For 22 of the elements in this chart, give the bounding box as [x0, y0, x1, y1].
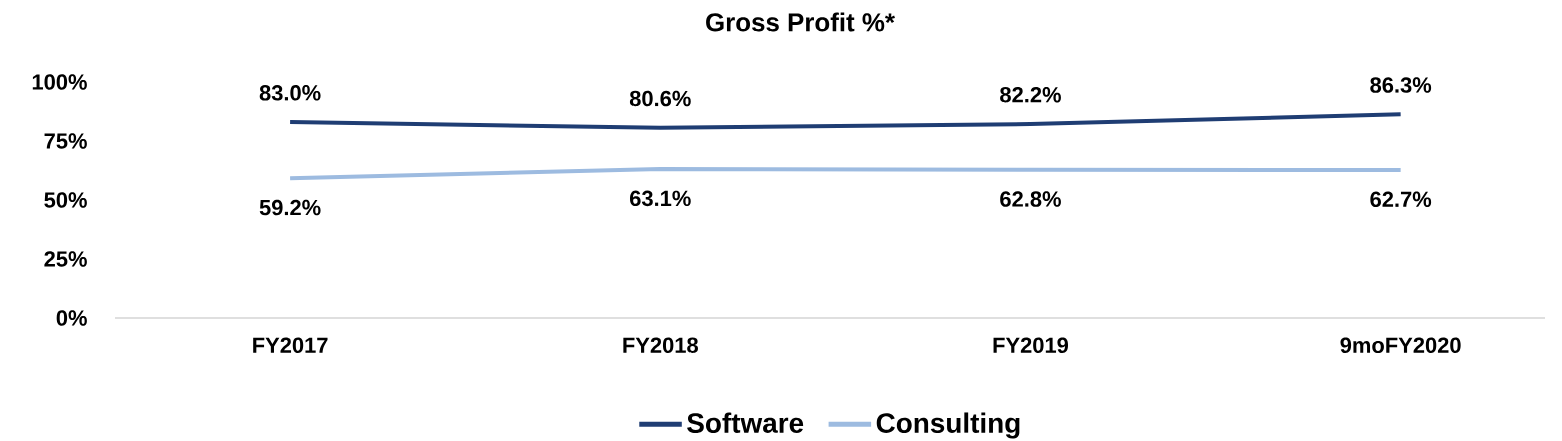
x-tick-label: 9moFY2020	[1340, 337, 1461, 354]
line-series	[288, 112, 1403, 130]
data-label: 83.0%	[259, 85, 321, 101]
chart-title: Gross Profit %*	[706, 12, 895, 32]
data-label: 62.8%	[1000, 191, 1061, 207]
y-tick-label: 75%	[44, 133, 87, 149]
x-tick-label: FY2019	[993, 337, 1069, 354]
data-label: 82.2%	[1000, 86, 1061, 103]
data-label: 59.2%	[259, 199, 321, 216]
data-label: 63.1%	[630, 190, 691, 207]
data-label: 86.3%	[1370, 77, 1432, 93]
y-tick-label: 25%	[44, 251, 87, 267]
y-tick-label: 50%	[44, 192, 87, 208]
y-tick-label: 100%	[32, 74, 87, 90]
legend-label: Software	[687, 412, 804, 433]
data-label: 62.7%	[1370, 191, 1432, 208]
line-series	[288, 167, 1403, 181]
y-tick-label: 0%	[56, 310, 87, 326]
x-tick-label: FY2017	[253, 337, 328, 354]
legend-label: Consulting	[876, 412, 1020, 439]
x-tick-label: FY2018	[623, 337, 698, 354]
data-label: 80.6%	[629, 90, 691, 107]
